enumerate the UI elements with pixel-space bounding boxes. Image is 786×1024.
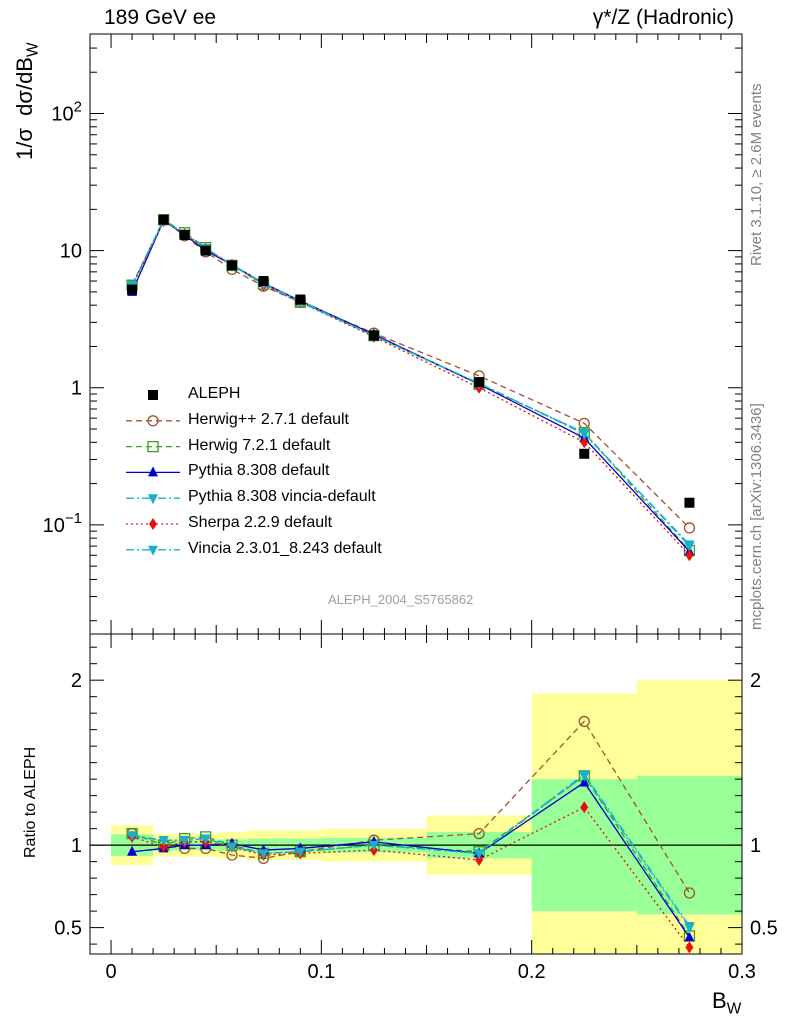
legend-marker (148, 494, 158, 505)
ratio-data-point (258, 849, 269, 860)
main-data-point (683, 522, 696, 534)
ratio-y-tick-label: 1 (750, 835, 761, 857)
ratio-data-point (368, 841, 379, 852)
ratio-data-point (295, 847, 306, 858)
main-data-point (579, 429, 590, 440)
ratio-data-point (159, 840, 168, 853)
aleph-data-point (684, 497, 695, 508)
aleph-data-point (200, 245, 211, 256)
ratio-data-point (683, 887, 696, 899)
main-series-line (131, 219, 690, 545)
ratio-data-point (685, 941, 694, 954)
ratio-plot-border (89, 633, 743, 955)
legend-marker (149, 518, 157, 530)
ratio-data-point (684, 921, 695, 932)
ratio-data-point (578, 715, 590, 728)
y-tick-label: 1 (71, 378, 82, 400)
x-tick-label: 0.1 (307, 961, 335, 983)
header-left-label: 189 GeV ee (104, 6, 217, 29)
legend-marker (147, 415, 159, 427)
ratio-data-point (127, 831, 138, 842)
ratio-y-axis-label: Ratio to ALEPH (22, 746, 39, 858)
main-data-point (685, 549, 694, 562)
ratio-data-point (579, 770, 590, 781)
aleph-data-point (179, 229, 190, 240)
main-data-point (684, 540, 695, 551)
y-tick-label: 10 (60, 241, 82, 263)
ratio-y-tick-label: 2 (71, 670, 82, 692)
main-data-point (580, 436, 589, 449)
main-panel-frame: 10−1 1 10 102 (43, 33, 743, 635)
aleph-data-point (579, 448, 590, 459)
y-tick-label: 10−1 (43, 510, 82, 537)
ratio-data-point (200, 834, 211, 845)
ratio-panel-series (126, 715, 696, 954)
x-axis-label: BW (712, 988, 742, 1018)
ratio-data-point (580, 801, 589, 814)
rivet-version-label: Rivet 3.1.10, ≥ 2.6M events (748, 83, 765, 267)
ratio-data-point (179, 836, 190, 847)
ratio-y-tick-label: 0.5 (750, 918, 778, 940)
aleph-data-point (368, 330, 379, 341)
aleph-data-point (295, 294, 306, 305)
aleph-data-point (127, 284, 138, 295)
y-tick-label: 102 (51, 99, 82, 126)
main-y-axis-label: 1/σ dσ/dBW (12, 42, 42, 160)
legend-entry-label: Pythia 8.308 vincia-default (188, 488, 376, 506)
ratio-data-point (226, 842, 237, 853)
aleph-data-point (158, 214, 169, 225)
legend-marker (148, 466, 158, 477)
legend-entry-label: Herwig++ 2.7.1 default (188, 410, 349, 428)
legend-marker (148, 545, 158, 556)
ratio-uncertainty-bands (111, 680, 742, 954)
ratio-y-tick-label: 1 (71, 835, 82, 857)
ratio-series (127, 770, 695, 932)
main-panel-series (126, 214, 696, 562)
ratio-data-point (127, 845, 138, 856)
legend-marker (148, 390, 158, 400)
legend-entry-label: Vincia 2.3.01_8.243 default (188, 539, 382, 557)
x-tick-label: 0 (105, 961, 116, 983)
ratio-panel-frame: 0 0.1 0.2 0.3 0.5 0.5 1 1 2 2 (54, 633, 778, 983)
legend-entry-label: ALEPH (188, 385, 241, 402)
aleph-data-point (258, 276, 269, 287)
main-series-line (131, 218, 690, 529)
legend-entry-label: Herwig 7.2.1 default (188, 436, 331, 454)
mcplots-source-label: mcplots.cern.ch [arXiv:1306.3436] (748, 403, 765, 630)
ratio-y-tick-label: 0.5 (54, 918, 82, 940)
analysis-id-label: ALEPH_2004_S5765862 (328, 592, 474, 607)
ratio-data-point (684, 931, 695, 942)
legend-marker (147, 440, 159, 453)
legend-markers (126, 390, 180, 556)
x-tick-label: 0.3 (728, 961, 756, 983)
header-right-label: γ*/Z (Hadronic) (592, 6, 734, 29)
aleph-data-point (226, 260, 237, 271)
ratio-y-tick-label: 2 (750, 670, 761, 692)
aleph-data-point (474, 377, 485, 388)
x-tick-label: 0.2 (518, 961, 546, 983)
ratio-data-point (474, 849, 485, 860)
ratio-data-point (158, 836, 169, 847)
legend-entry-label: Pythia 8.308 default (188, 462, 330, 480)
legend-entry-label: Sherpa 2.2.9 default (188, 514, 333, 531)
ratio-data-point (473, 827, 485, 840)
ratio-data-point (475, 853, 484, 866)
main-series (126, 214, 696, 534)
